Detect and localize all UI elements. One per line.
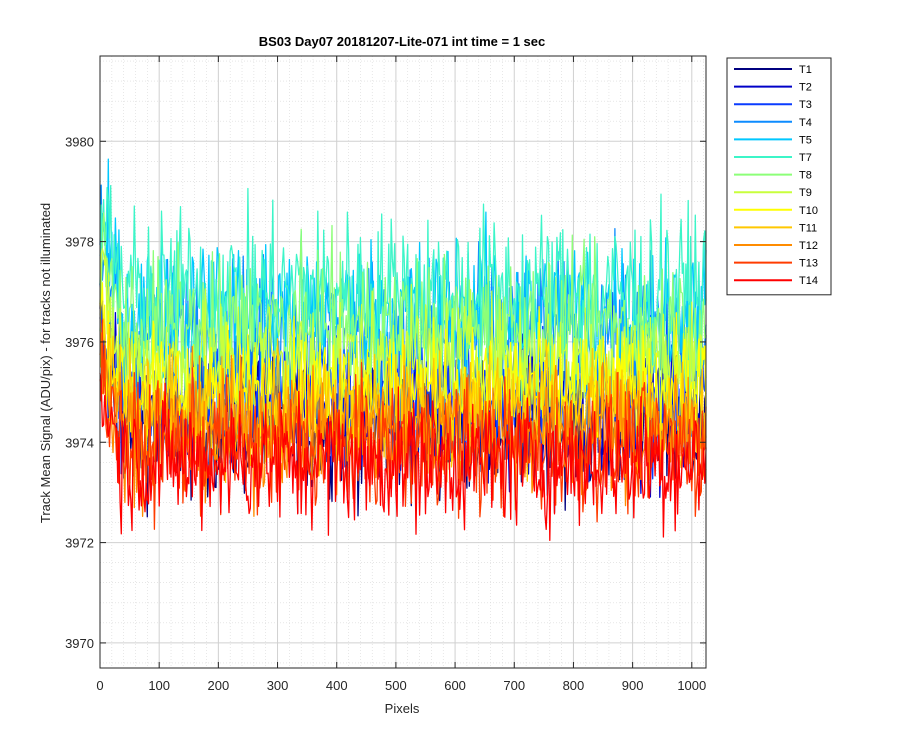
x-tick-label: 400	[326, 678, 348, 693]
legend-label-T7: T7	[799, 152, 812, 164]
legend-label-T3: T3	[799, 99, 812, 111]
x-axis-label: Pixels	[385, 701, 420, 716]
x-tick-label: 900	[622, 678, 644, 693]
legend-box	[726, 57, 832, 296]
y-tick-label: 3972	[65, 536, 94, 551]
x-tick-label: 500	[385, 678, 407, 693]
legend: T1 T2 T3 T4 T5 T7 T8 T9 T10 T11 T12 T13 T14	[726, 57, 832, 296]
y-tick-label: 3976	[65, 335, 94, 350]
legend-label-T9: T9	[799, 187, 812, 199]
legend-label-T11: T11	[799, 222, 817, 234]
y-axis-label: Track Mean Signal (ADU/pix) - for tracks…	[38, 203, 53, 523]
series-line-T8	[99, 212, 707, 419]
x-tick-label: 1000	[677, 678, 706, 693]
chart-title: BS03 Day07 20181207-Lite-071 int time = …	[259, 34, 546, 49]
x-tick-label: 700	[503, 678, 525, 693]
x-tick-label: 100	[148, 678, 170, 693]
legend-label-T12: T12	[799, 240, 818, 252]
legend-label-T14: T14	[799, 275, 818, 287]
legend-label-T2: T2	[799, 82, 812, 94]
x-tick-label: 600	[444, 678, 466, 693]
x-tick-label: 800	[563, 678, 585, 693]
y-tick-label: 3980	[65, 134, 94, 149]
axes: 0 100 200 300 400 500 600 700 800 900 1000 3970 3972…	[65, 55, 707, 693]
series-line-T7	[99, 184, 707, 411]
series-lines	[99, 158, 707, 542]
plot-frame	[99, 55, 707, 669]
y-tick-label: 3978	[65, 235, 94, 250]
legend-label-T1: T1	[799, 64, 812, 76]
x-tick-label: 300	[267, 678, 289, 693]
legend-label-T4: T4	[799, 117, 812, 129]
x-tick-label: 0	[96, 678, 103, 693]
legend-label-T13: T13	[799, 258, 818, 270]
series-line-T14	[99, 373, 707, 542]
legend-label-T5: T5	[799, 134, 812, 146]
legend-label-T8: T8	[799, 170, 812, 182]
legend-label-T10: T10	[799, 205, 818, 217]
y-tick-label: 3970	[65, 636, 94, 651]
y-tick-label: 3974	[65, 435, 94, 450]
x-tick-label: 200	[208, 678, 230, 693]
